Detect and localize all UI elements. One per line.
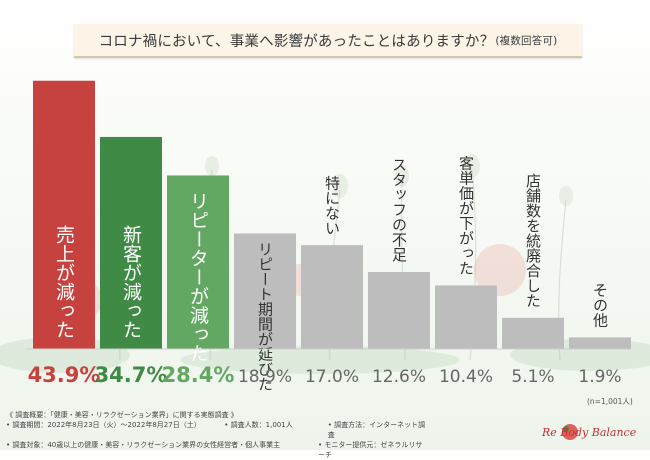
value-label-6: 12.6% — [372, 367, 426, 387]
bar-label-2: 新客が減った — [120, 225, 142, 339]
value-label-9: 1.9% — [578, 367, 621, 387]
brand-logo: Re Body Balance — [541, 424, 637, 440]
survey-name: 《 調査概要：「健康・美容・リラクゼーション業界」に関する実態調査 》 — [6, 411, 238, 419]
bar-label-9: その他 — [591, 282, 609, 328]
value-label-5: 17.0% — [305, 367, 359, 387]
bar-6 — [368, 272, 430, 349]
bar-7 — [435, 285, 497, 349]
survey-provider: • モニター提供元：ゼネラルリサーチ — [318, 441, 423, 459]
survey-period: • 調査期間：2022年8月23日（火）〜2022年8月27日（土） — [6, 421, 201, 429]
bar-label-3: リピーターが減った — [187, 191, 209, 362]
logo-text: Re Body Balance — [541, 426, 637, 439]
bar-label-4: リピート期間が延びた — [256, 242, 274, 392]
value-label-4: 18.9% — [238, 367, 292, 387]
bar-4 — [234, 233, 296, 349]
bar-label-8: 店舗数を統廃合した — [524, 173, 542, 308]
value-label-8: 5.1% — [511, 367, 554, 387]
bar-8 — [502, 317, 564, 349]
title-sub: (複数回答可) — [495, 34, 558, 47]
survey-respondents: • 調査人数：1,001人 — [224, 421, 293, 429]
logo-leaf-icon — [563, 426, 569, 432]
bar-3 — [167, 175, 229, 349]
bar-9 — [569, 337, 631, 349]
survey-method: • 調査方法：インターネット調査 — [327, 421, 426, 439]
bar-label-6: スタッフの不足 — [390, 157, 408, 263]
title-main: コロナ禍において、事業へ影響があったことはありますか？ — [98, 33, 495, 50]
bar-label-1: 売上が減った — [53, 225, 75, 339]
chart-title: コロナ禍において、事業へ影響があったことはありますか？ (複数回答可) — [74, 24, 582, 58]
survey-target: • 調査対象：40歳以上の健康・美容・リラクゼーション業界の女性経営者・個人事業… — [6, 441, 281, 449]
bar-label-7: 客単価が下がった — [457, 155, 475, 275]
bar-2 — [100, 136, 162, 349]
sample-size-note: (n=1,001人) — [587, 397, 633, 406]
bar-5 — [301, 245, 363, 349]
value-label-3: 28.4% — [162, 363, 235, 387]
value-label-7: 10.4% — [439, 367, 493, 387]
survey-footer: 《 調査概要：「健康・美容・リラクゼーション業界」に関する実態調査 》 • 調査… — [6, 410, 426, 460]
value-label-2: 34.7% — [95, 363, 168, 387]
value-label-1: 43.9% — [28, 363, 101, 387]
bar-1 — [33, 80, 95, 349]
bar-label-5: 特にない — [323, 175, 341, 235]
